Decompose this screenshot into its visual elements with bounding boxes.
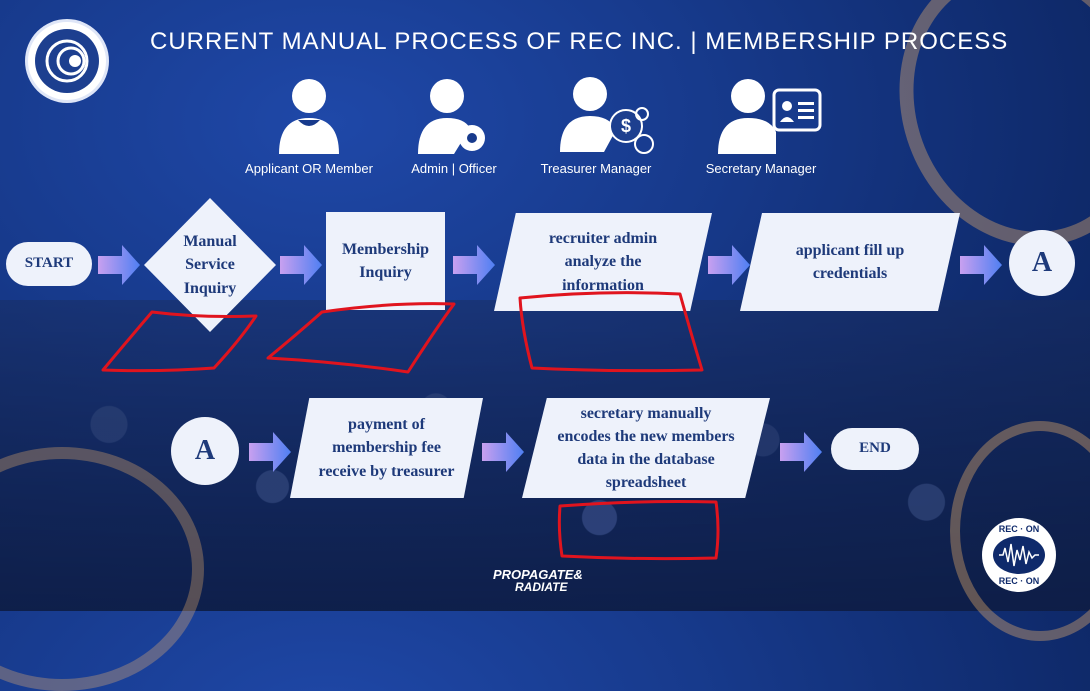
person-id-card-icon — [718, 79, 822, 154]
actor-label: Applicant OR Member — [245, 161, 373, 176]
footer-line2: RADIATE — [515, 580, 568, 594]
satellite-dish-icon — [45, 39, 89, 83]
person-icon — [279, 79, 339, 154]
connector-a-out: A — [1009, 230, 1075, 296]
flow-arrow — [960, 245, 1002, 285]
manual-service-inquiry-node: Manual Service Inquiry — [183, 233, 237, 297]
page-title: CURRENT MANUAL PROCESS OF REC INC. | MEM… — [150, 28, 1009, 55]
flow-arrow — [708, 245, 750, 285]
propagate-radiate-logo: PROPAGATE& RADIATE — [493, 568, 583, 593]
actor-secretary: Secretary Manager — [700, 76, 822, 176]
membership-inquiry-node: Membership Inquiry — [326, 212, 445, 310]
badge-bottom: REC · ON — [998, 576, 1040, 586]
soundwave-icon — [993, 536, 1045, 574]
connector-a-in: A — [171, 417, 239, 485]
flow-arrow — [98, 245, 140, 285]
person-gear-icon — [418, 79, 485, 154]
secretary-encodes-node: secretary manually encodes the new membe… — [522, 398, 770, 498]
footer-line1: PROPAGATE — [493, 567, 574, 582]
badge-top: REC · ON — [998, 524, 1040, 534]
footer-amp: & — [573, 567, 583, 582]
flow-arrow — [453, 245, 495, 285]
actor-applicant: Applicant OR Member — [240, 76, 378, 176]
actor-label: Admin | Officer — [411, 161, 497, 176]
rec-on-badge: REC · ON REC · ON — [982, 518, 1056, 592]
rec-logo — [28, 22, 106, 100]
actor-label: Secretary Manager — [705, 161, 817, 176]
svg-text:$: $ — [621, 116, 631, 136]
actor-treasurer: $ Treasurer Manager — [534, 76, 658, 176]
person-dollar-gear-icon: $ — [560, 77, 654, 154]
recruiter-admin-node: recruiter admin analyze the information — [494, 213, 712, 311]
payment-node: payment of membership fee receive by tre… — [290, 398, 483, 498]
flow-arrow — [482, 432, 524, 472]
start-node: START — [6, 242, 92, 286]
flow-arrow — [280, 245, 322, 285]
flow-arrow — [780, 432, 822, 472]
end-node: END — [831, 428, 919, 470]
decision-diamond — [144, 198, 276, 332]
applicant-fill-up-node: applicant fill up credentials — [740, 213, 960, 311]
actor-label: Treasurer Manager — [540, 161, 652, 176]
actor-admin: Admin | Officer — [402, 76, 506, 176]
flow-arrow — [249, 432, 291, 472]
